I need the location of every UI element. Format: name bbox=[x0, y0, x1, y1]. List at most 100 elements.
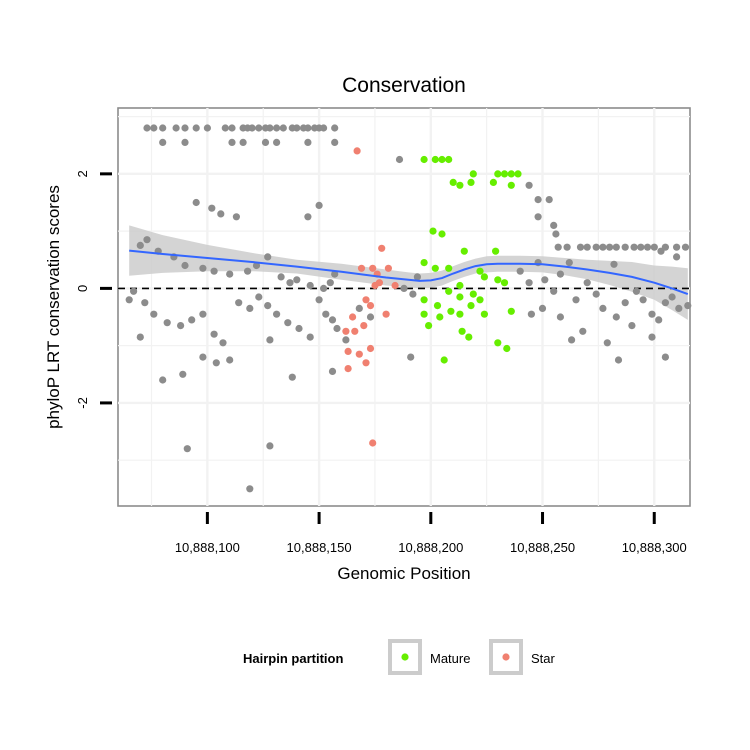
point-other bbox=[217, 210, 225, 218]
point-other bbox=[208, 204, 216, 212]
point-star bbox=[353, 147, 361, 155]
point-other bbox=[304, 138, 312, 146]
point-mature bbox=[445, 155, 453, 164]
point-mature bbox=[494, 170, 502, 178]
point-other bbox=[255, 124, 263, 132]
point-other bbox=[306, 281, 314, 290]
smooth-line-layer bbox=[129, 249, 689, 296]
point-other bbox=[288, 373, 296, 381]
points-layer bbox=[125, 124, 692, 493]
point-mature bbox=[467, 302, 475, 310]
point-star bbox=[349, 313, 357, 321]
point-star bbox=[344, 365, 352, 373]
point-other bbox=[407, 353, 415, 361]
point-mature bbox=[469, 170, 477, 178]
point-other bbox=[125, 296, 133, 304]
point-star bbox=[369, 439, 377, 447]
point-other bbox=[293, 276, 301, 284]
smooth-trend-line bbox=[129, 249, 689, 296]
point-other bbox=[212, 359, 220, 367]
point-other bbox=[266, 124, 274, 132]
point-other bbox=[210, 330, 218, 338]
legend-swatch-mature bbox=[401, 653, 409, 661]
point-other bbox=[552, 230, 560, 238]
point-other bbox=[655, 316, 663, 324]
smooth-confidence-band bbox=[129, 225, 688, 320]
point-other bbox=[668, 293, 676, 301]
point-other bbox=[221, 124, 229, 132]
point-other bbox=[331, 270, 339, 278]
point-mature bbox=[433, 302, 442, 310]
point-other bbox=[612, 313, 620, 321]
point-other bbox=[681, 243, 690, 251]
point-other bbox=[333, 324, 341, 333]
point-other bbox=[541, 276, 549, 284]
point-mature bbox=[429, 227, 437, 235]
point-other bbox=[673, 243, 681, 251]
point-star bbox=[369, 264, 377, 272]
point-other bbox=[675, 304, 683, 312]
point-mature bbox=[465, 333, 473, 341]
point-star bbox=[362, 296, 370, 304]
point-other bbox=[516, 267, 524, 275]
point-mature bbox=[489, 178, 497, 186]
point-other bbox=[579, 327, 587, 335]
point-other bbox=[181, 261, 189, 270]
point-other bbox=[648, 310, 656, 318]
point-other bbox=[279, 124, 287, 132]
x-tick-label: 10,888,100 bbox=[175, 540, 240, 555]
point-other bbox=[550, 287, 558, 295]
axes: 10,888,100 10,888,150 10,888,200 10,888,250… bbox=[75, 170, 687, 555]
point-star bbox=[366, 344, 375, 353]
point-other bbox=[630, 243, 638, 251]
point-other bbox=[328, 367, 337, 375]
point-mature bbox=[420, 310, 428, 318]
point-mature bbox=[447, 307, 455, 315]
point-other bbox=[550, 221, 558, 229]
point-star bbox=[357, 264, 366, 272]
x-tick-label: 10,888,250 bbox=[510, 540, 575, 555]
point-mature bbox=[438, 230, 446, 238]
gridlines bbox=[118, 108, 690, 506]
point-mature bbox=[456, 181, 464, 189]
point-other bbox=[621, 243, 629, 251]
point-mature bbox=[500, 279, 509, 287]
x-tick-label: 10,888,300 bbox=[622, 540, 687, 555]
point-other bbox=[199, 310, 207, 318]
point-other bbox=[304, 213, 312, 221]
point-mature bbox=[420, 155, 428, 164]
point-other bbox=[614, 356, 623, 364]
point-mature bbox=[445, 264, 453, 272]
point-mature bbox=[469, 290, 477, 298]
point-other bbox=[545, 196, 553, 204]
point-other bbox=[188, 316, 196, 324]
point-other bbox=[255, 293, 263, 301]
point-other bbox=[226, 356, 234, 364]
point-other bbox=[592, 290, 600, 298]
point-other bbox=[219, 339, 227, 347]
point-mature bbox=[456, 310, 464, 318]
point-other bbox=[554, 243, 562, 251]
point-other bbox=[632, 287, 641, 295]
point-other bbox=[527, 310, 536, 318]
y-axis-title: phyloP LRT conservation scores bbox=[44, 185, 63, 429]
legend-title: Hairpin partition bbox=[243, 651, 343, 666]
point-star bbox=[384, 264, 392, 272]
point-star bbox=[344, 347, 352, 355]
point-other bbox=[273, 124, 281, 132]
point-star bbox=[360, 322, 368, 330]
point-other bbox=[525, 279, 533, 287]
point-other bbox=[328, 316, 337, 324]
point-mature bbox=[449, 178, 457, 186]
point-other bbox=[661, 243, 670, 251]
point-mature bbox=[514, 170, 522, 178]
point-other bbox=[235, 299, 243, 307]
point-mature bbox=[467, 178, 475, 186]
point-mature bbox=[507, 307, 515, 315]
point-other bbox=[315, 201, 323, 209]
point-other bbox=[525, 181, 533, 189]
point-other bbox=[661, 299, 670, 307]
point-other bbox=[326, 279, 334, 287]
point-mature bbox=[480, 273, 488, 281]
